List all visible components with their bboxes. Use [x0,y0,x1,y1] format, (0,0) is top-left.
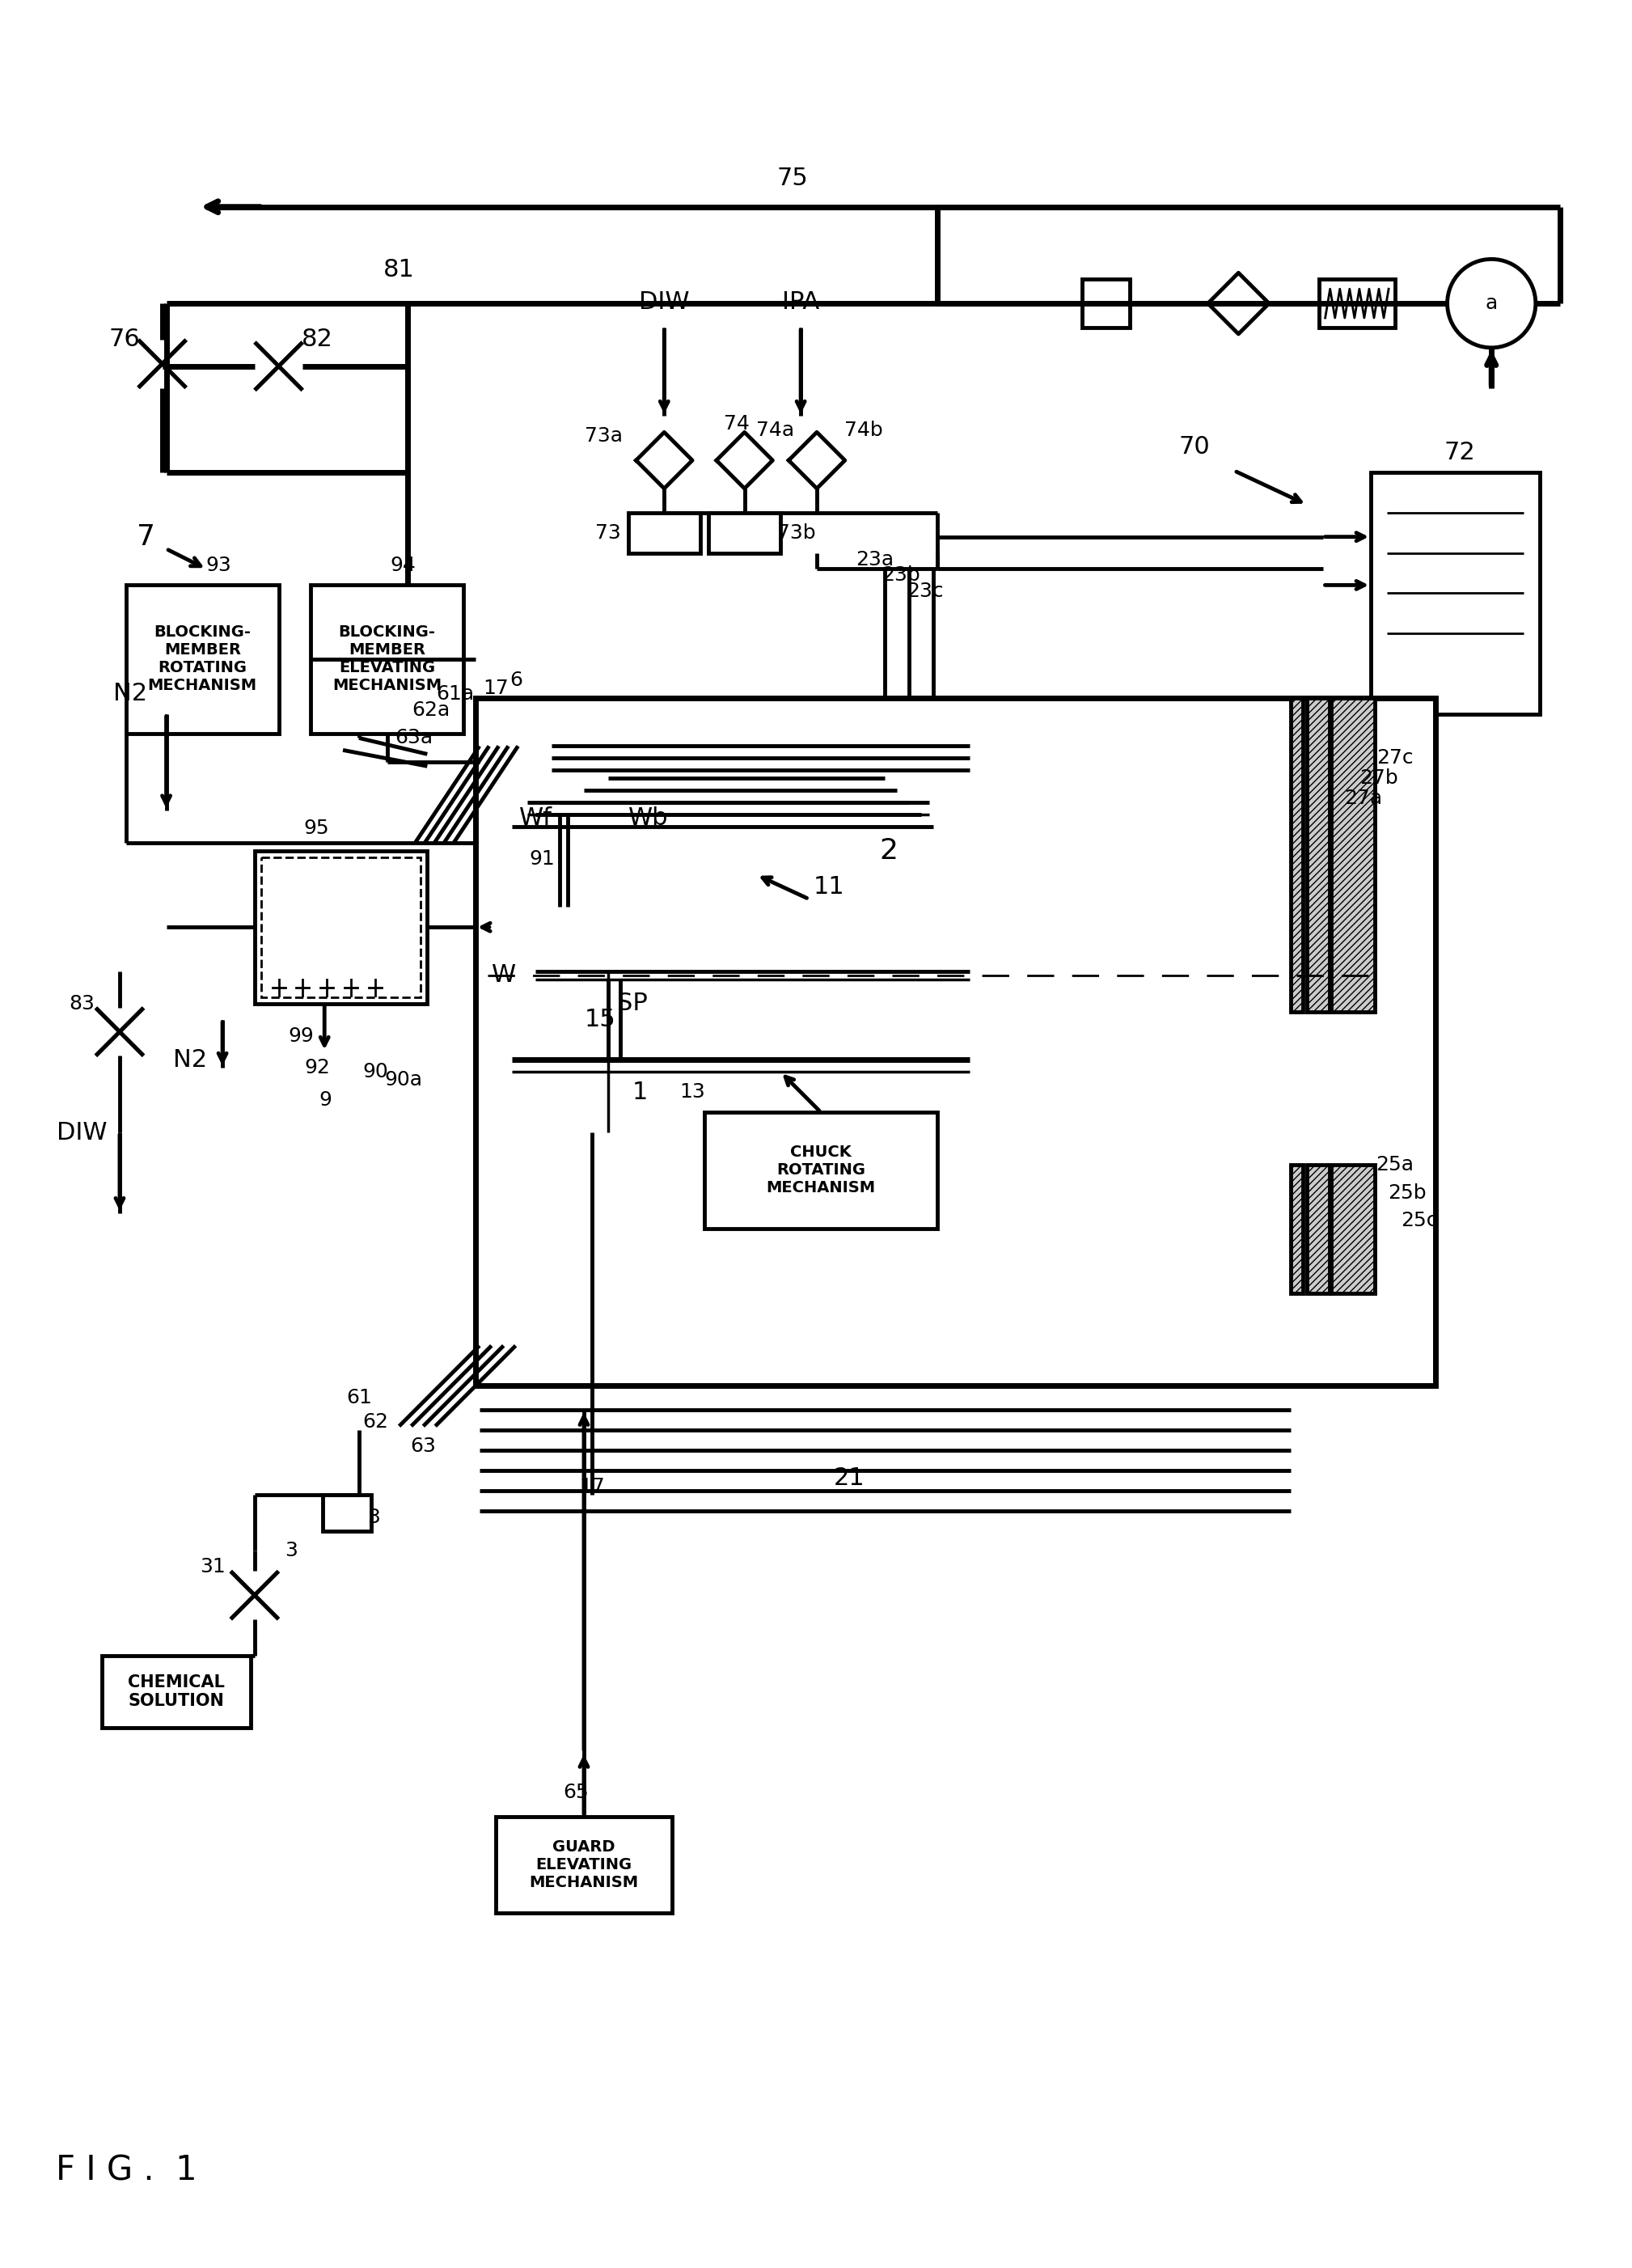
FancyBboxPatch shape [261,857,421,998]
FancyBboxPatch shape [705,1111,937,1229]
Text: BLOCKING-
MEMBER
ELEVATING
MECHANISM: BLOCKING- MEMBER ELEVATING MECHANISM [333,624,442,694]
Text: 73: 73 [596,524,620,542]
Text: 95: 95 [304,819,330,837]
Text: 92: 92 [304,1059,330,1077]
Text: 72: 72 [1444,440,1475,465]
Text: 21: 21 [834,1467,865,1490]
FancyBboxPatch shape [126,585,279,735]
Text: 13: 13 [679,1082,705,1102]
Text: 15: 15 [584,1007,615,1032]
Text: 27a: 27a [1343,789,1382,807]
Text: 63a: 63a [395,728,432,748]
Text: 7: 7 [137,524,155,551]
Text: 70: 70 [1178,435,1209,458]
Text: 61: 61 [346,1388,372,1408]
Text: 61a: 61a [436,685,475,703]
Text: 11: 11 [813,875,844,898]
Text: CHEMICAL
SOLUTION: CHEMICAL SOLUTION [127,1674,224,1710]
Text: 17: 17 [579,1476,605,1497]
Text: 73b: 73b [777,524,816,542]
Text: W: W [491,964,516,987]
FancyBboxPatch shape [708,513,780,553]
Text: 1: 1 [632,1080,648,1105]
Text: 27b: 27b [1359,769,1399,787]
FancyBboxPatch shape [101,1656,251,1728]
Text: 74b: 74b [844,422,883,440]
FancyBboxPatch shape [1307,1163,1328,1293]
FancyBboxPatch shape [475,699,1435,1386]
Text: 90a: 90a [384,1070,423,1091]
Text: IPA: IPA [782,290,819,313]
FancyBboxPatch shape [310,585,463,735]
Text: 74a: 74a [756,422,795,440]
Text: 23b: 23b [881,565,920,585]
Text: 27c: 27c [1377,748,1413,769]
Text: 3: 3 [286,1542,299,1560]
Text: 25c: 25c [1400,1211,1438,1232]
Text: Wb: Wb [628,807,667,830]
FancyBboxPatch shape [1082,279,1129,327]
Text: 99: 99 [289,1025,313,1046]
Text: 75: 75 [777,168,808,191]
Text: 23a: 23a [855,549,894,569]
FancyBboxPatch shape [1291,699,1302,1012]
Text: 6: 6 [509,671,522,689]
Text: 90: 90 [362,1061,388,1082]
FancyBboxPatch shape [1330,1163,1376,1293]
Text: 94: 94 [390,556,416,574]
Text: DIW: DIW [640,290,689,313]
FancyBboxPatch shape [1319,279,1395,327]
Text: 65: 65 [563,1783,589,1803]
Text: F I G .  1: F I G . 1 [55,2155,197,2189]
FancyBboxPatch shape [1307,699,1328,1012]
Text: CHUCK
ROTATING
MECHANISM: CHUCK ROTATING MECHANISM [765,1145,875,1195]
Text: 63: 63 [410,1436,436,1456]
Text: 83: 83 [69,993,95,1014]
FancyBboxPatch shape [1291,1163,1302,1293]
Text: 3: 3 [367,1508,380,1526]
Text: 82: 82 [302,329,333,352]
Text: GUARD
ELEVATING
MECHANISM: GUARD ELEVATING MECHANISM [529,1839,638,1889]
Text: 2: 2 [880,837,898,864]
Text: 76: 76 [109,329,140,352]
Text: 17: 17 [483,678,509,699]
Text: 91: 91 [529,848,555,869]
Text: SP: SP [617,991,648,1016]
FancyBboxPatch shape [628,513,700,553]
Text: 25a: 25a [1376,1154,1413,1175]
FancyBboxPatch shape [496,1817,672,1914]
FancyBboxPatch shape [1330,699,1376,1012]
Text: a: a [1485,293,1498,313]
Text: 81: 81 [384,259,415,281]
Text: 31: 31 [201,1558,225,1576]
Text: 23c: 23c [907,583,943,601]
Text: 93: 93 [206,556,232,574]
Text: DIW: DIW [57,1120,108,1143]
Text: 9: 9 [318,1091,331,1109]
Text: 62a: 62a [413,701,450,719]
Text: Wf: Wf [519,807,552,830]
Text: BLOCKING-
MEMBER
ROTATING
MECHANISM: BLOCKING- MEMBER ROTATING MECHANISM [149,624,256,694]
FancyBboxPatch shape [323,1495,370,1531]
Text: 25b: 25b [1387,1184,1426,1202]
Text: 73a: 73a [584,426,623,447]
Text: 62: 62 [362,1413,388,1431]
Text: N2: N2 [113,683,147,705]
FancyBboxPatch shape [255,850,428,1005]
Text: 74: 74 [723,415,749,433]
FancyBboxPatch shape [1371,472,1539,714]
Text: N2: N2 [173,1048,207,1073]
